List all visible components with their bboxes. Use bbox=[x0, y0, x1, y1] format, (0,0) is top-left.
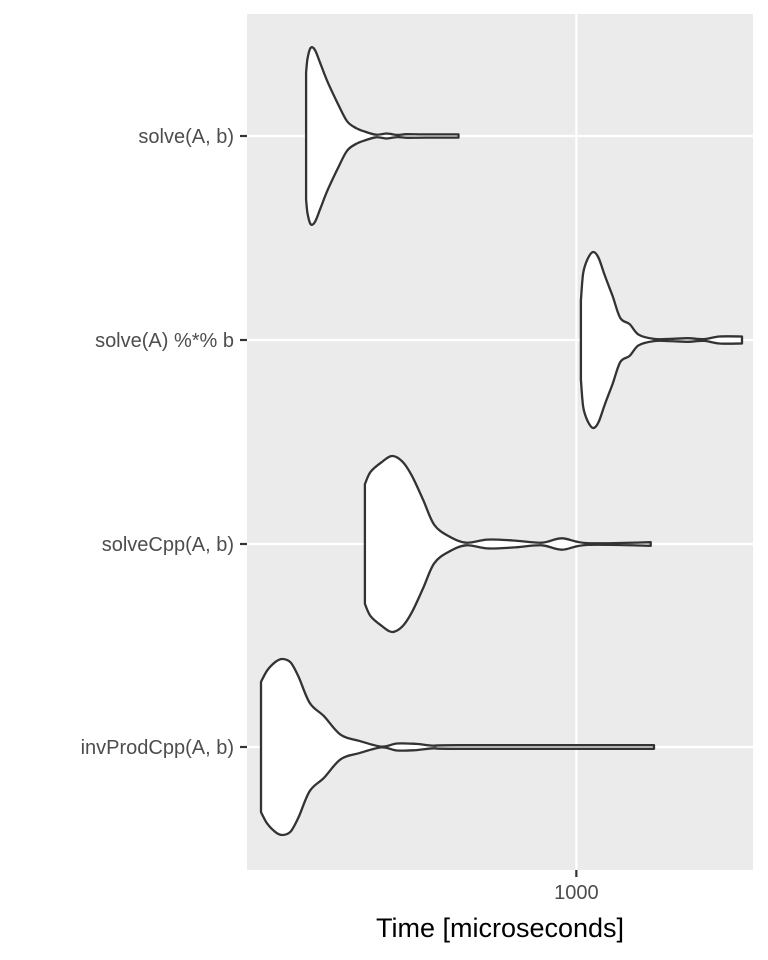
y-tick-label-0: solve(A, b) bbox=[138, 126, 234, 148]
violin-0 bbox=[304, 46, 460, 226]
x-axis: 1000 bbox=[554, 870, 599, 904]
y-axis: solve(A, b) solve(A) %*% b solveCpp(A, b) i… bbox=[81, 126, 247, 759]
violin-3 bbox=[259, 657, 656, 837]
y-tick-label-2: solveCpp(A, b) bbox=[102, 534, 234, 556]
x-axis-title: Time [microseconds] bbox=[376, 913, 624, 943]
x-tick-label-0: 1000 bbox=[554, 882, 599, 904]
violin-1 bbox=[579, 250, 744, 430]
violins bbox=[259, 46, 744, 837]
y-tick-label-3: invProdCpp(A, b) bbox=[81, 737, 234, 759]
violin-2 bbox=[363, 454, 652, 634]
y-tick-label-1: solve(A) %*% b bbox=[95, 330, 234, 352]
